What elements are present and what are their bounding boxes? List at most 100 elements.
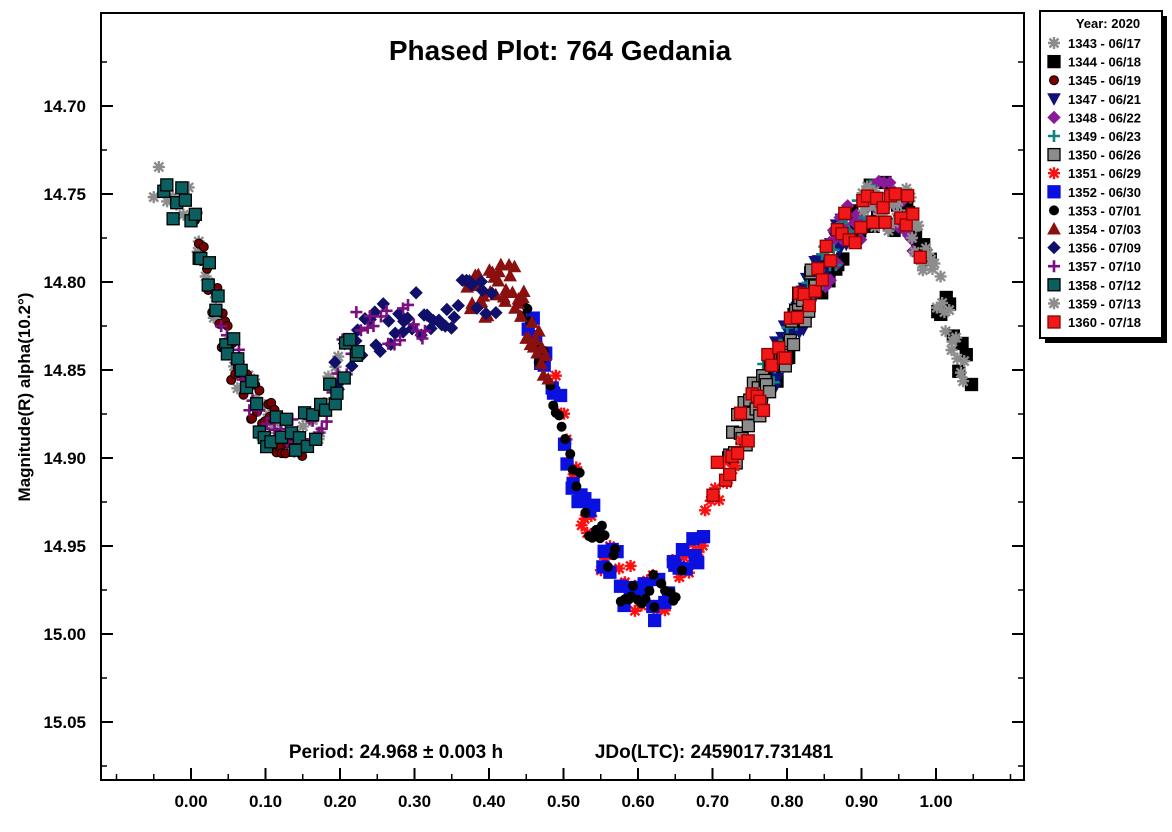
data-points	[147, 160, 979, 628]
y-tick-label: 14.75	[43, 185, 86, 204]
data-point	[400, 311, 415, 325]
data-point	[819, 239, 833, 253]
data-point	[234, 363, 248, 377]
legend-marker	[1047, 93, 1061, 106]
legend-title: Year: 2020	[1076, 16, 1140, 31]
legend-label: 1354 - 07/03	[1068, 222, 1141, 237]
data-point	[556, 421, 567, 432]
legend-marker	[1047, 240, 1061, 255]
data-point	[306, 408, 320, 422]
data-point	[610, 544, 621, 555]
legend-label: 1348 - 06/22	[1068, 110, 1141, 125]
data-point	[900, 189, 915, 203]
data-point	[374, 310, 387, 323]
legend-entry: 1345 - 06/19	[1049, 73, 1141, 88]
legend-marker	[1047, 315, 1061, 329]
data-point	[913, 250, 927, 264]
data-point	[882, 224, 895, 237]
data-point	[916, 264, 929, 277]
data-point	[628, 580, 639, 591]
data-point	[513, 309, 528, 322]
legend-marker	[1047, 278, 1061, 292]
data-point	[565, 448, 576, 459]
data-point	[728, 460, 741, 473]
data-point	[906, 231, 919, 244]
legend-marker	[1047, 221, 1061, 235]
data-point	[451, 298, 465, 313]
data-point	[503, 268, 517, 282]
legend-entry: 1352 - 06/30	[1047, 185, 1141, 200]
data-point	[296, 420, 309, 433]
legend-entry: 1350 - 06/26	[1047, 147, 1141, 163]
data-point	[950, 331, 963, 344]
data-point	[361, 321, 374, 334]
data-point	[580, 507, 591, 518]
data-point	[696, 530, 711, 544]
data-point	[599, 552, 612, 565]
data-point	[673, 571, 686, 584]
data-point	[709, 482, 722, 495]
data-point	[596, 520, 607, 531]
x-tick-label: 0.00	[174, 792, 207, 811]
data-point	[676, 565, 687, 576]
data-point	[479, 306, 493, 321]
data-point	[402, 298, 415, 311]
data-point	[710, 455, 724, 469]
legend-entry: 1354 - 07/03	[1047, 221, 1141, 237]
data-point	[558, 407, 571, 420]
data-point	[532, 324, 546, 337]
data-point	[328, 355, 342, 369]
data-point	[161, 195, 174, 208]
data-point	[152, 160, 165, 173]
data-point	[231, 382, 244, 395]
data-point	[491, 273, 506, 287]
chart-title: Phased Plot: 764 Gedania	[389, 35, 732, 66]
data-point	[447, 310, 461, 324]
legend-marker	[1048, 297, 1060, 310]
data-point	[919, 242, 932, 255]
data-point	[254, 385, 265, 396]
data-point	[730, 446, 745, 460]
data-point	[887, 216, 900, 229]
data-point	[602, 561, 613, 572]
data-point	[199, 270, 212, 283]
data-point	[288, 443, 303, 457]
legend-label: 1356 - 07/09	[1068, 241, 1141, 256]
data-point	[696, 539, 709, 552]
data-point	[245, 374, 259, 388]
axis-ticks: 0.00 0.10 0.20 0.30 0.40 0.50 0.60 0.70 0.80 0.90…	[43, 61, 1024, 811]
data-point	[888, 187, 902, 201]
y-tick-label: 14.80	[43, 273, 86, 292]
data-point	[549, 369, 562, 382]
data-point	[571, 481, 582, 492]
data-point	[733, 406, 748, 420]
data-point	[202, 256, 217, 270]
data-point	[575, 519, 588, 532]
data-point	[231, 352, 245, 366]
data-point	[416, 332, 429, 345]
data-point	[516, 284, 531, 298]
data-point	[279, 412, 294, 426]
data-point	[554, 410, 565, 421]
data-point	[381, 314, 396, 328]
data-point	[939, 325, 952, 338]
legend-marker	[1048, 130, 1060, 142]
data-point	[409, 286, 423, 300]
y-tick-label: 15.00	[43, 625, 86, 644]
y-tick-label: 14.85	[43, 361, 86, 380]
data-point	[505, 285, 520, 299]
data-point	[363, 310, 376, 323]
data-point	[175, 181, 189, 195]
data-point	[574, 467, 585, 478]
data-point	[538, 348, 553, 362]
data-point	[922, 247, 935, 260]
legend-marker	[1047, 147, 1061, 162]
series-1360	[706, 187, 927, 502]
x-tick-label: 0.70	[696, 792, 729, 811]
data-point	[899, 218, 913, 232]
legend-entry: 1353 - 07/01	[1049, 203, 1141, 218]
data-point	[926, 263, 939, 276]
legend-entry: 1349 - 06/23	[1048, 129, 1141, 144]
data-point	[808, 284, 822, 298]
epoch-label: JDo(LTC): 2459017.731481	[595, 742, 834, 763]
